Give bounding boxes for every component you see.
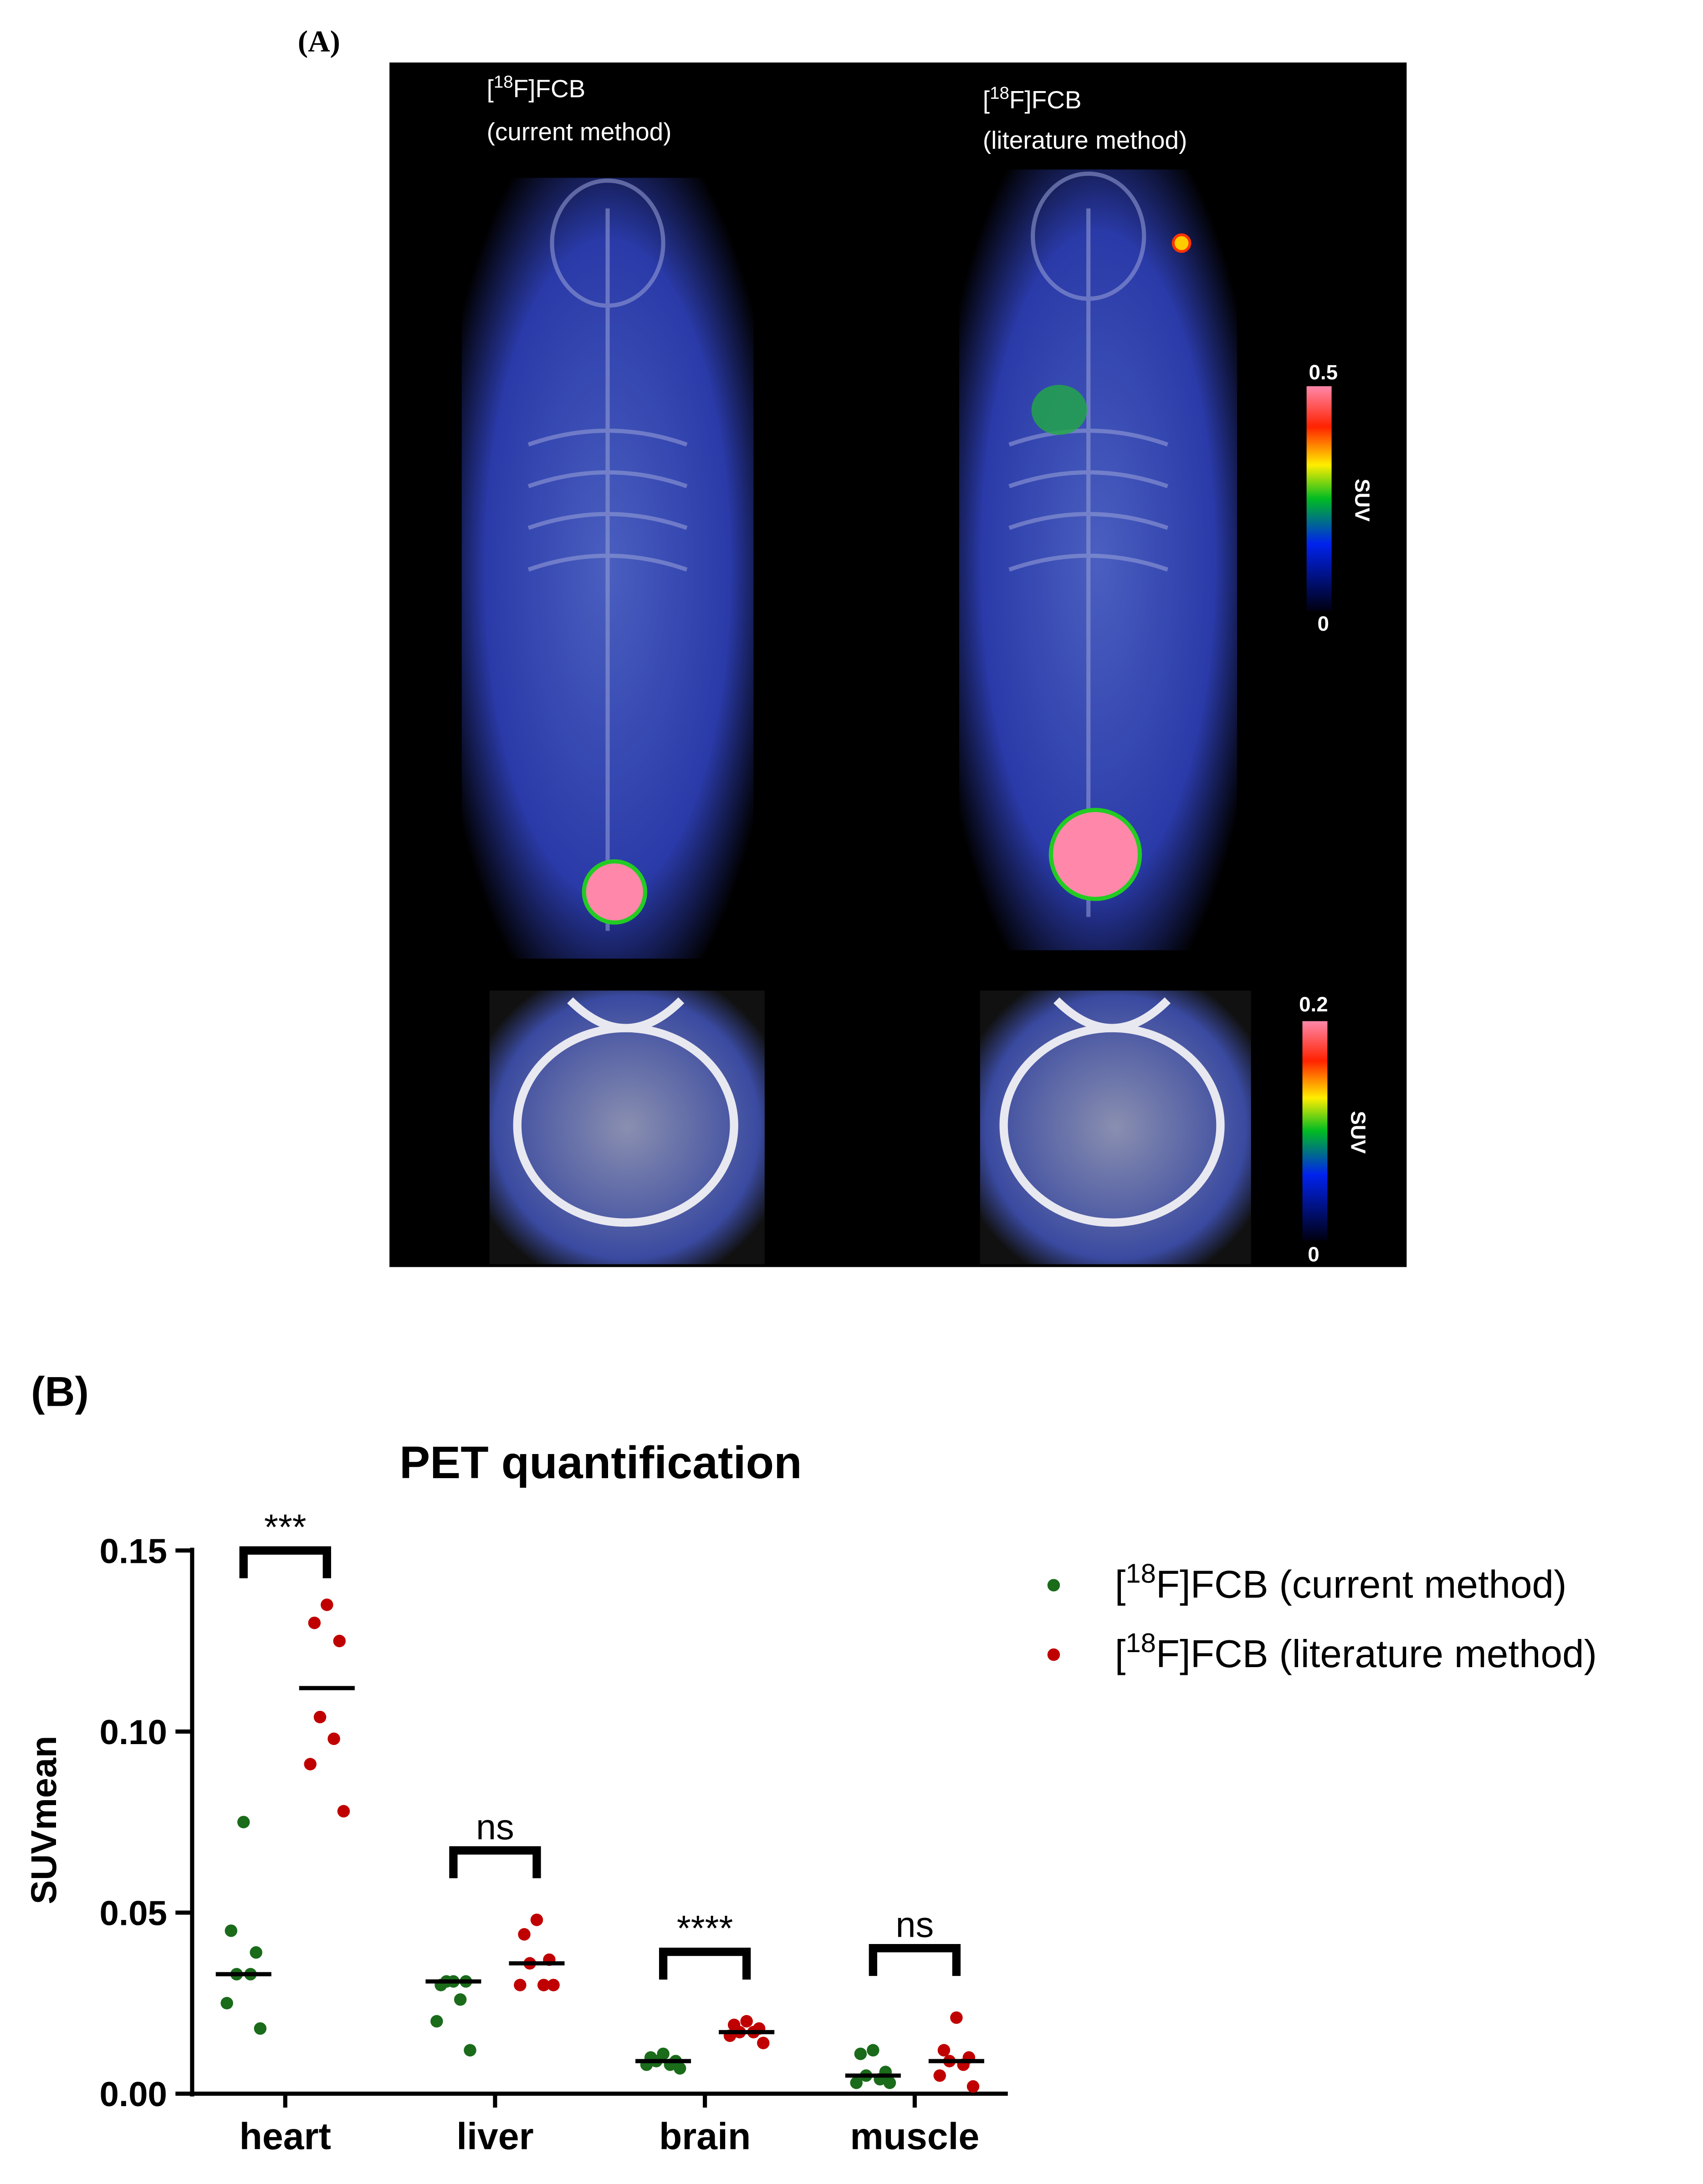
data-point bbox=[237, 1816, 250, 1828]
pet-images bbox=[461, 169, 1251, 1265]
significance-bracket bbox=[659, 1947, 751, 1980]
data-point bbox=[537, 1979, 550, 1991]
y-tick-label: 0.05 bbox=[99, 1894, 167, 1933]
colorbar-label: SUV bbox=[1350, 479, 1374, 522]
data-point bbox=[304, 1758, 317, 1771]
data-point bbox=[757, 2036, 770, 2050]
data-point bbox=[313, 1710, 327, 1724]
data-point bbox=[250, 1946, 262, 1959]
significance-bracket bbox=[449, 1846, 541, 1878]
data-point bbox=[673, 2062, 686, 2075]
image-titles: [18F]FCB (current method) [18F]FCB (lite… bbox=[487, 72, 1187, 154]
data-point bbox=[220, 1997, 233, 2010]
significance-label: ns bbox=[476, 1806, 514, 1847]
data-point bbox=[514, 1979, 527, 1991]
image-title: [18F]FCB bbox=[487, 72, 586, 103]
y-tick-label: 0.10 bbox=[99, 1713, 167, 1752]
colorbar-min: 0 bbox=[1308, 1243, 1319, 1266]
x-tick-label: heart bbox=[240, 2116, 331, 2158]
significance-bracket bbox=[869, 1944, 961, 1976]
colorbar bbox=[1306, 386, 1332, 612]
colorbar bbox=[1302, 1021, 1328, 1241]
data-point bbox=[337, 1805, 350, 1818]
data-point bbox=[327, 1732, 340, 1745]
data-point bbox=[950, 2011, 963, 2024]
plot-area: 0.00 0.05 0.10 0.15 heart *** liver ns brain ****… bbox=[99, 1506, 1597, 2157]
x-tick-label: liver bbox=[456, 2116, 533, 2158]
data-point bbox=[933, 2069, 946, 2082]
image-subtitle: (literature method) bbox=[983, 126, 1187, 154]
data-point bbox=[321, 1598, 333, 1611]
data-point bbox=[967, 2080, 980, 2093]
chart-title: PET quantification bbox=[399, 1437, 802, 1488]
significance-label: **** bbox=[677, 1908, 733, 1949]
x-tick-label: brain bbox=[659, 2116, 751, 2158]
data-point bbox=[430, 2015, 443, 2028]
image-subtitle: (current method) bbox=[487, 117, 672, 146]
data-point bbox=[308, 1617, 321, 1629]
data-point bbox=[937, 2044, 951, 2056]
y-tick-label: 0.00 bbox=[99, 2075, 167, 2114]
data-point bbox=[518, 1928, 531, 1941]
panel-label: (B) bbox=[31, 1369, 89, 1415]
data-point bbox=[333, 1634, 346, 1648]
image-title: [18F]FCB bbox=[983, 83, 1082, 114]
legend-marker bbox=[1047, 1648, 1060, 1661]
legend-marker bbox=[1047, 1579, 1060, 1592]
significance-label: ns bbox=[895, 1904, 934, 1945]
data-point bbox=[254, 2022, 267, 2035]
panel-label: (A) bbox=[298, 24, 340, 58]
colorbar-max: 0.5 bbox=[1309, 361, 1338, 384]
data-point bbox=[850, 2077, 863, 2089]
x-tick-label: muscle bbox=[850, 2116, 979, 2158]
data-point bbox=[867, 2044, 880, 2056]
data-point bbox=[454, 1993, 467, 2006]
colorbar-min: 0 bbox=[1318, 612, 1329, 635]
data-point bbox=[464, 2044, 476, 2056]
y-tick-label: 0.15 bbox=[99, 1532, 167, 1571]
colorbar-max: 0.2 bbox=[1299, 993, 1328, 1016]
colorbars: 0.5 0 SUV 0.2 0 SUV bbox=[1299, 361, 1374, 1266]
significance-label: *** bbox=[264, 1506, 307, 1547]
data-point bbox=[547, 1979, 560, 1991]
data-point bbox=[740, 2015, 753, 2028]
legend-label: [18F]FCB (literature method) bbox=[1115, 1628, 1597, 1676]
legend-label: [18F]FCB (current method) bbox=[1115, 1558, 1567, 1606]
data-point bbox=[530, 1914, 543, 1926]
y-axis-label: SUVmean bbox=[23, 1736, 64, 1904]
data-point bbox=[883, 2077, 896, 2089]
data-point bbox=[854, 2047, 867, 2060]
colorbar-label: SUV bbox=[1346, 1111, 1370, 1154]
significance-bracket bbox=[239, 1546, 331, 1578]
data-point bbox=[225, 1924, 238, 1937]
